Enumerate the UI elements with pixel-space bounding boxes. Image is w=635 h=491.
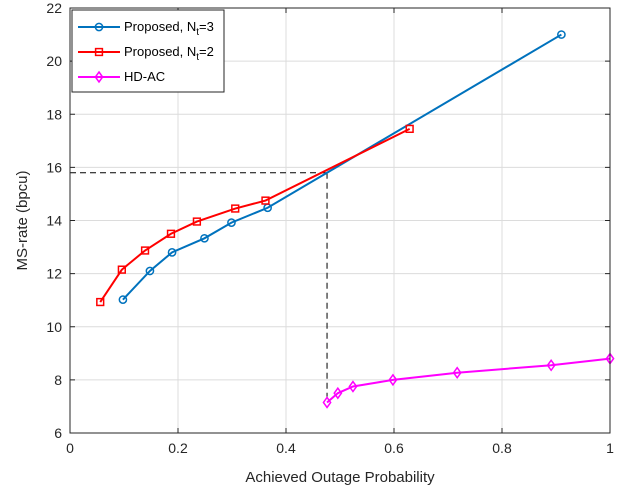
y-tick-label: 8 (54, 372, 62, 388)
y-tick-label: 10 (46, 319, 62, 335)
data-point (118, 295, 128, 305)
data-point (140, 246, 150, 255)
y-axis-label: MS-rate (bpcu) (14, 170, 31, 270)
data-point (546, 358, 556, 372)
data-point (96, 297, 105, 307)
legend-swatch-marker (94, 22, 104, 32)
legend-item-2: HD-AC (78, 69, 165, 84)
data-point (200, 233, 209, 243)
legend-label: Proposed, Nt=3 (124, 19, 214, 38)
x-tick-label: 0.4 (276, 440, 296, 456)
data-point (145, 266, 155, 276)
legend-item-0: Proposed, Nt=3 (78, 19, 214, 38)
data-point (405, 124, 414, 134)
data-point (167, 248, 177, 257)
x-tick-label: 0 (66, 440, 74, 456)
x-axis-label: Achieved Outage Probability (245, 469, 435, 486)
data-point (388, 373, 398, 387)
series-group (96, 30, 615, 409)
data-point (227, 218, 236, 227)
legend-swatch-marker (94, 70, 104, 84)
data-point (333, 386, 343, 400)
y-tick-label: 6 (54, 425, 62, 441)
data-point (166, 229, 176, 238)
legend-label: HD-AC (124, 69, 165, 84)
y-tick-label: 18 (46, 106, 62, 122)
reference-lines (70, 172, 328, 399)
axes-box (69, 7, 611, 434)
data-point (117, 265, 126, 274)
y-tick-label: 20 (46, 53, 62, 69)
x-tick-label: 1 (606, 440, 614, 456)
series-line (326, 357, 611, 404)
data-point (322, 396, 332, 409)
legend-item-1: Proposed, Nt=2 (78, 44, 214, 63)
y-tick-label: 14 (46, 213, 62, 229)
data-point (452, 366, 462, 379)
series-2 (322, 352, 615, 409)
series-line (122, 33, 562, 301)
y-tick-label: 16 (46, 159, 62, 175)
data-point (261, 196, 270, 205)
x-tick-label: 0.2 (168, 440, 188, 456)
legend: Proposed, Nt=3 Proposed, Nt=2 HD-AC (71, 9, 225, 93)
legend-label: Proposed, Nt=2 (124, 44, 214, 63)
x-tick-label: 0.6 (384, 440, 404, 456)
series-1 (96, 124, 414, 307)
x-tick-label: 0.8 (492, 440, 512, 456)
legend-swatch-marker (94, 47, 104, 57)
series-0 (118, 30, 566, 305)
y-tick-label: 22 (46, 0, 62, 16)
data-point (348, 380, 358, 393)
data-point (192, 217, 202, 226)
y-tick-label: 12 (46, 266, 62, 282)
axes (69, 7, 611, 434)
data-point (557, 30, 566, 39)
data-point (231, 204, 240, 213)
